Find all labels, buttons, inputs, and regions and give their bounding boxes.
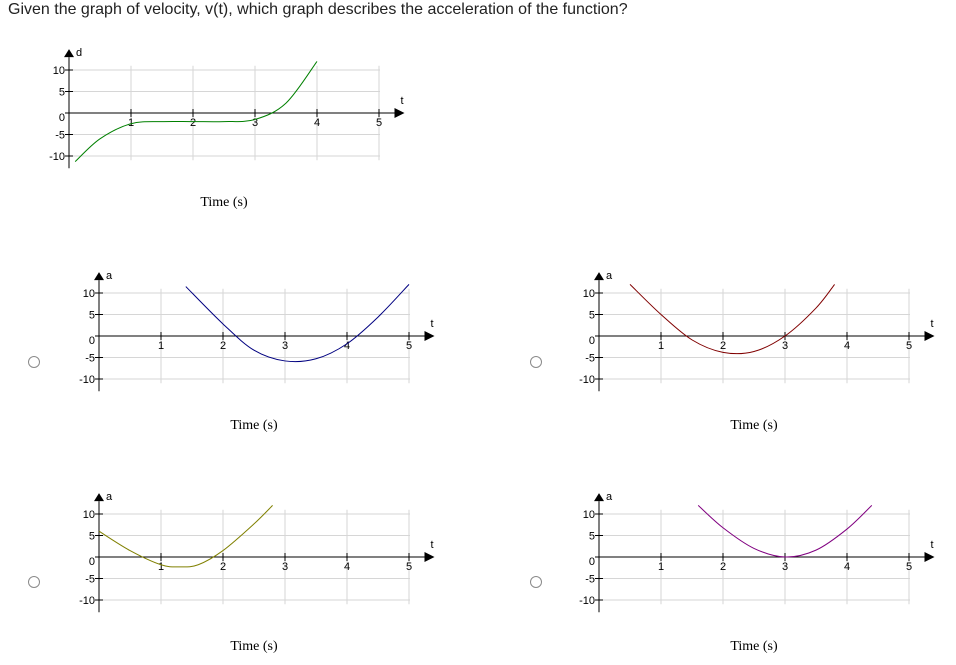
y-axis-label: a (106, 491, 113, 503)
y-axis-arrow (94, 272, 104, 281)
x-axis-arrow (394, 108, 405, 118)
y-axis-arrow (64, 49, 74, 58)
x-tick-label: 1 (128, 117, 134, 129)
y-tick-label: -10 (79, 374, 95, 386)
x-tick-label: 5 (906, 340, 912, 352)
velocity-graph: d t 10 5 0 -5 -10 1 2 3 4 5 Time (s) (49, 47, 405, 210)
y-tick-label: -10 (579, 595, 595, 607)
x-axis-label: t (431, 539, 434, 551)
x-axis-arrow (424, 552, 435, 562)
y-tick-label: 0 (589, 335, 595, 347)
y-tick-label: 5 (589, 531, 595, 543)
y-tick-label: 0 (589, 556, 595, 568)
series-line (185, 284, 410, 363)
series-line (98, 505, 273, 568)
y-axis-arrow (594, 272, 604, 281)
y-tick-label: 0 (59, 112, 65, 124)
x-axis-arrow (424, 331, 435, 341)
y-tick-label: 10 (583, 509, 595, 521)
x-axis-arrow (924, 331, 935, 341)
x-tick-label: 3 (782, 561, 788, 573)
x-axis-title: Time (s) (200, 195, 248, 210)
y-axis-label: a (106, 270, 113, 282)
x-axis-label: t (931, 318, 934, 330)
y-axis-label: a (606, 270, 613, 282)
option-a-radio[interactable] (28, 356, 40, 368)
y-tick-label: 5 (89, 310, 95, 322)
x-tick-label: 3 (282, 340, 288, 352)
y-axis-label: d (76, 47, 82, 59)
x-tick-label: 5 (406, 561, 412, 573)
option-c-radio[interactable] (28, 576, 40, 588)
x-tick-label: 2 (220, 561, 226, 573)
y-axis-label: a (606, 491, 613, 503)
y-axis-arrow (94, 493, 104, 502)
y-tick-label: -5 (85, 574, 95, 586)
y-tick-label: -5 (585, 574, 595, 586)
series-line (629, 284, 835, 355)
option-b-radio[interactable] (530, 356, 542, 368)
x-tick-label: 3 (282, 561, 288, 573)
y-tick-label: -5 (585, 353, 595, 365)
y-axis-arrow (594, 493, 604, 502)
x-axis-title: Time (s) (730, 418, 778, 433)
x-tick-label: 3 (252, 117, 258, 129)
y-tick-label: -5 (55, 130, 65, 142)
y-tick-label: 0 (89, 335, 95, 347)
x-axis-label: t (401, 95, 404, 107)
x-tick-label: 4 (844, 561, 850, 573)
question-text: Given the graph of velocity, v(t), which… (8, 1, 628, 18)
x-axis-arrow (924, 552, 935, 562)
x-tick-label: 5 (376, 117, 382, 129)
y-tick-label: 10 (83, 509, 95, 521)
y-tick-label: 5 (89, 531, 95, 543)
y-tick-label: 10 (53, 65, 65, 77)
x-tick-label: 4 (344, 561, 350, 573)
x-tick-label: 2 (220, 340, 226, 352)
option-d-graph: a t 10 5 0 -5 -10 1 2 3 4 5 Time (s) (579, 491, 935, 654)
y-tick-label: 5 (59, 87, 65, 99)
x-tick-label: 4 (844, 340, 850, 352)
y-tick-label: 5 (589, 310, 595, 322)
x-tick-label: 1 (158, 561, 164, 573)
option-c-graph: a t 10 5 0 -5 -10 1 2 3 4 5 Time (s) (79, 491, 435, 654)
x-tick-label: 5 (906, 561, 912, 573)
y-tick-label: 10 (83, 288, 95, 300)
x-tick-label: 4 (314, 117, 320, 129)
x-axis-title: Time (s) (230, 418, 278, 433)
x-axis-label: t (931, 539, 934, 551)
y-tick-label: -5 (85, 353, 95, 365)
y-tick-label: -10 (49, 151, 65, 163)
y-tick-label: 10 (583, 288, 595, 300)
x-axis-label: t (431, 318, 434, 330)
y-tick-label: -10 (579, 374, 595, 386)
x-tick-label: 2 (720, 340, 726, 352)
x-tick-label: 2 (720, 561, 726, 573)
option-a-graph: a t 10 5 0 -5 -10 1 2 3 4 5 Time (s) (79, 270, 435, 433)
x-tick-label: 2 (190, 117, 196, 129)
option-b-graph: a t 10 5 0 -5 -10 1 2 3 4 5 Time (s) (579, 270, 935, 433)
grid (99, 509, 410, 605)
x-tick-label: 4 (344, 340, 350, 352)
x-tick-label: 1 (158, 340, 164, 352)
x-tick-label: 5 (406, 340, 412, 352)
y-tick-label: -10 (79, 595, 95, 607)
x-tick-label: 3 (782, 340, 788, 352)
option-d-radio[interactable] (530, 576, 542, 588)
x-axis-title: Time (s) (730, 639, 778, 654)
series-line (697, 505, 873, 558)
x-tick-label: 1 (658, 340, 664, 352)
x-tick-label: 1 (658, 561, 664, 573)
x-axis-title: Time (s) (230, 639, 278, 654)
y-tick-label: 0 (89, 556, 95, 568)
series-line (74, 61, 318, 162)
